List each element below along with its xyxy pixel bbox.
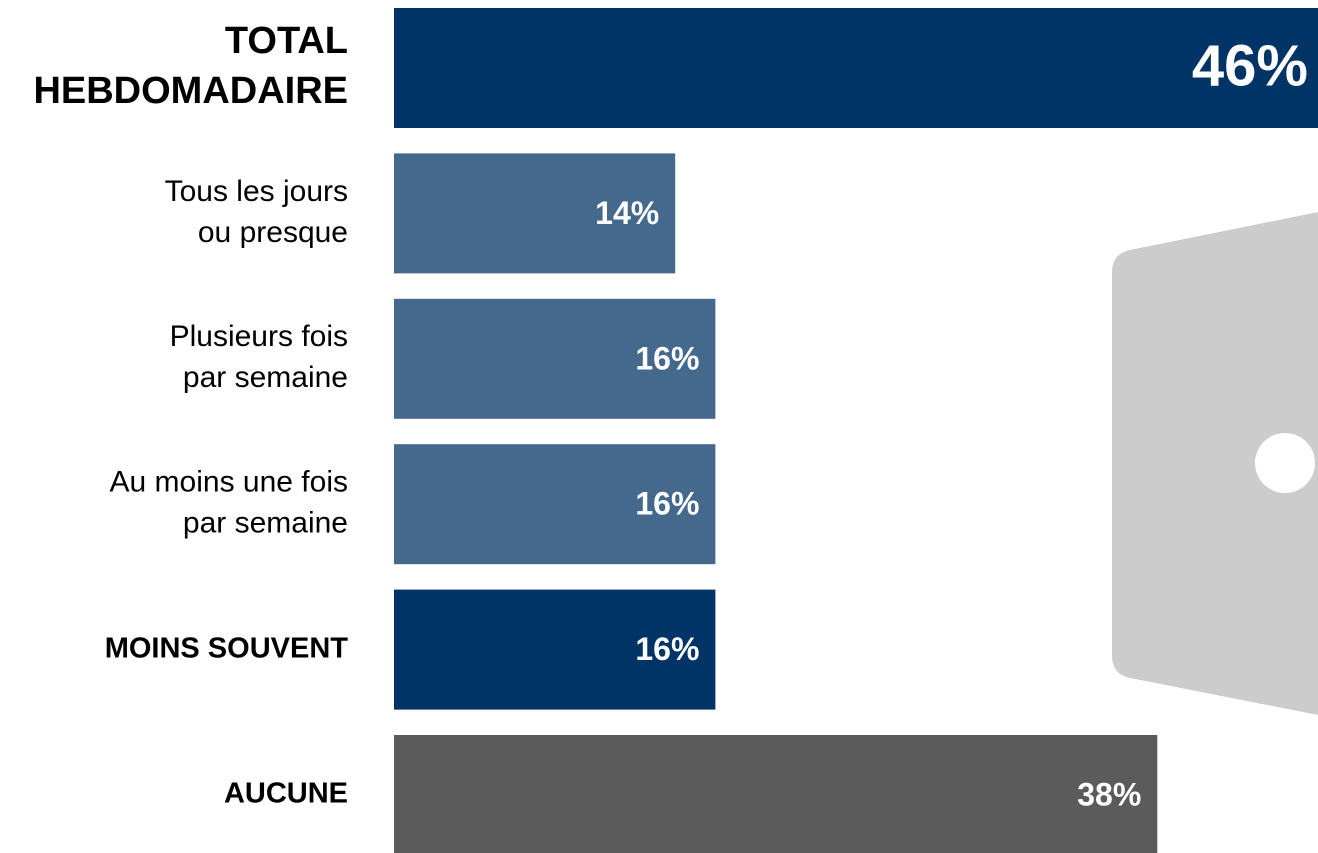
bar [394,298,716,419]
bar [394,735,1158,853]
value-label: 16% [635,631,699,667]
category-label: ou presque [198,216,348,249]
value-label: 38% [1077,776,1141,812]
category-label: Plusieurs fois [170,320,348,353]
category-label: MOINS SOUVENT [105,632,349,664]
category-label: TOTAL [225,20,348,62]
category-label: par semaine [183,507,348,540]
value-label: 16% [635,486,699,522]
bar [394,589,716,710]
bar [394,153,676,274]
category-label: Tous les jours [165,175,348,208]
value-label: 46% [1192,33,1308,98]
bar [394,8,1318,128]
bar [394,444,716,565]
category-label: HEBDOMADAIRE [33,70,348,112]
value-label: 16% [635,340,699,376]
category-label: AUCUNE [224,778,348,810]
background-shape [1112,212,1318,715]
category-label: par semaine [183,361,348,394]
category-label: Au moins une fois [110,466,348,499]
background-circle [1255,433,1315,493]
value-label: 14% [595,195,659,231]
